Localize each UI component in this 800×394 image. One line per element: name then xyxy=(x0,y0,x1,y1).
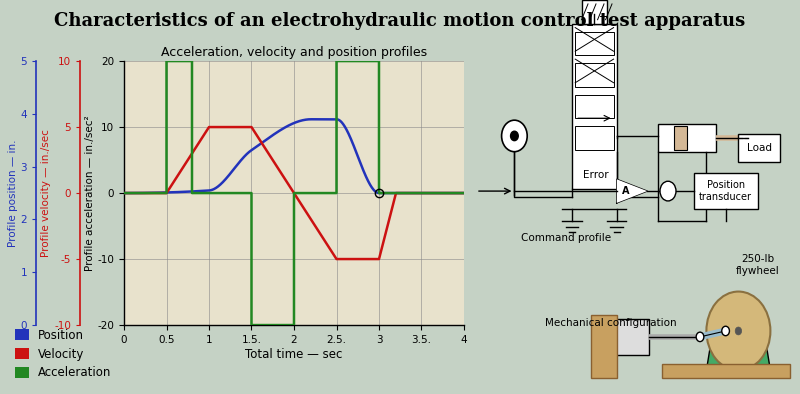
Y-axis label: Profile position — in.: Profile position — in. xyxy=(7,139,18,247)
FancyBboxPatch shape xyxy=(738,134,780,162)
FancyBboxPatch shape xyxy=(575,126,614,150)
Circle shape xyxy=(502,120,527,152)
Text: Characteristics of an electrohydraulic motion control test apparatus: Characteristics of an electrohydraulic m… xyxy=(54,12,746,30)
Legend: Position, Velocity, Acceleration: Position, Velocity, Acceleration xyxy=(10,324,116,384)
Circle shape xyxy=(722,326,730,336)
Text: Position
transducer: Position transducer xyxy=(699,180,752,202)
Circle shape xyxy=(696,332,704,342)
FancyBboxPatch shape xyxy=(662,364,790,378)
FancyBboxPatch shape xyxy=(572,24,617,189)
Y-axis label: Profile velocity — in./sec: Profile velocity — in./sec xyxy=(42,129,51,257)
Circle shape xyxy=(660,181,676,201)
Y-axis label: Profile acceleration — in./sec²: Profile acceleration — in./sec² xyxy=(85,115,94,271)
FancyBboxPatch shape xyxy=(575,95,614,118)
Polygon shape xyxy=(617,179,647,203)
FancyBboxPatch shape xyxy=(575,63,614,87)
FancyBboxPatch shape xyxy=(694,173,758,209)
Circle shape xyxy=(735,327,742,335)
Text: 250-lb
flywheel: 250-lb flywheel xyxy=(736,254,779,276)
Text: A: A xyxy=(622,186,630,196)
Circle shape xyxy=(706,292,770,370)
Title: Acceleration, velocity and position profiles: Acceleration, velocity and position prof… xyxy=(161,46,427,59)
FancyBboxPatch shape xyxy=(591,315,617,378)
FancyBboxPatch shape xyxy=(674,126,687,150)
Text: Command profile: Command profile xyxy=(521,233,610,243)
Circle shape xyxy=(510,131,518,141)
FancyBboxPatch shape xyxy=(575,32,614,55)
Text: Mechanical configuration: Mechanical configuration xyxy=(545,318,676,328)
FancyBboxPatch shape xyxy=(610,319,649,355)
FancyBboxPatch shape xyxy=(658,124,716,152)
Text: Load: Load xyxy=(746,143,772,153)
Polygon shape xyxy=(706,331,770,370)
X-axis label: Total time — sec: Total time — sec xyxy=(246,348,342,361)
Text: Error: Error xyxy=(583,170,609,180)
FancyBboxPatch shape xyxy=(582,0,607,24)
